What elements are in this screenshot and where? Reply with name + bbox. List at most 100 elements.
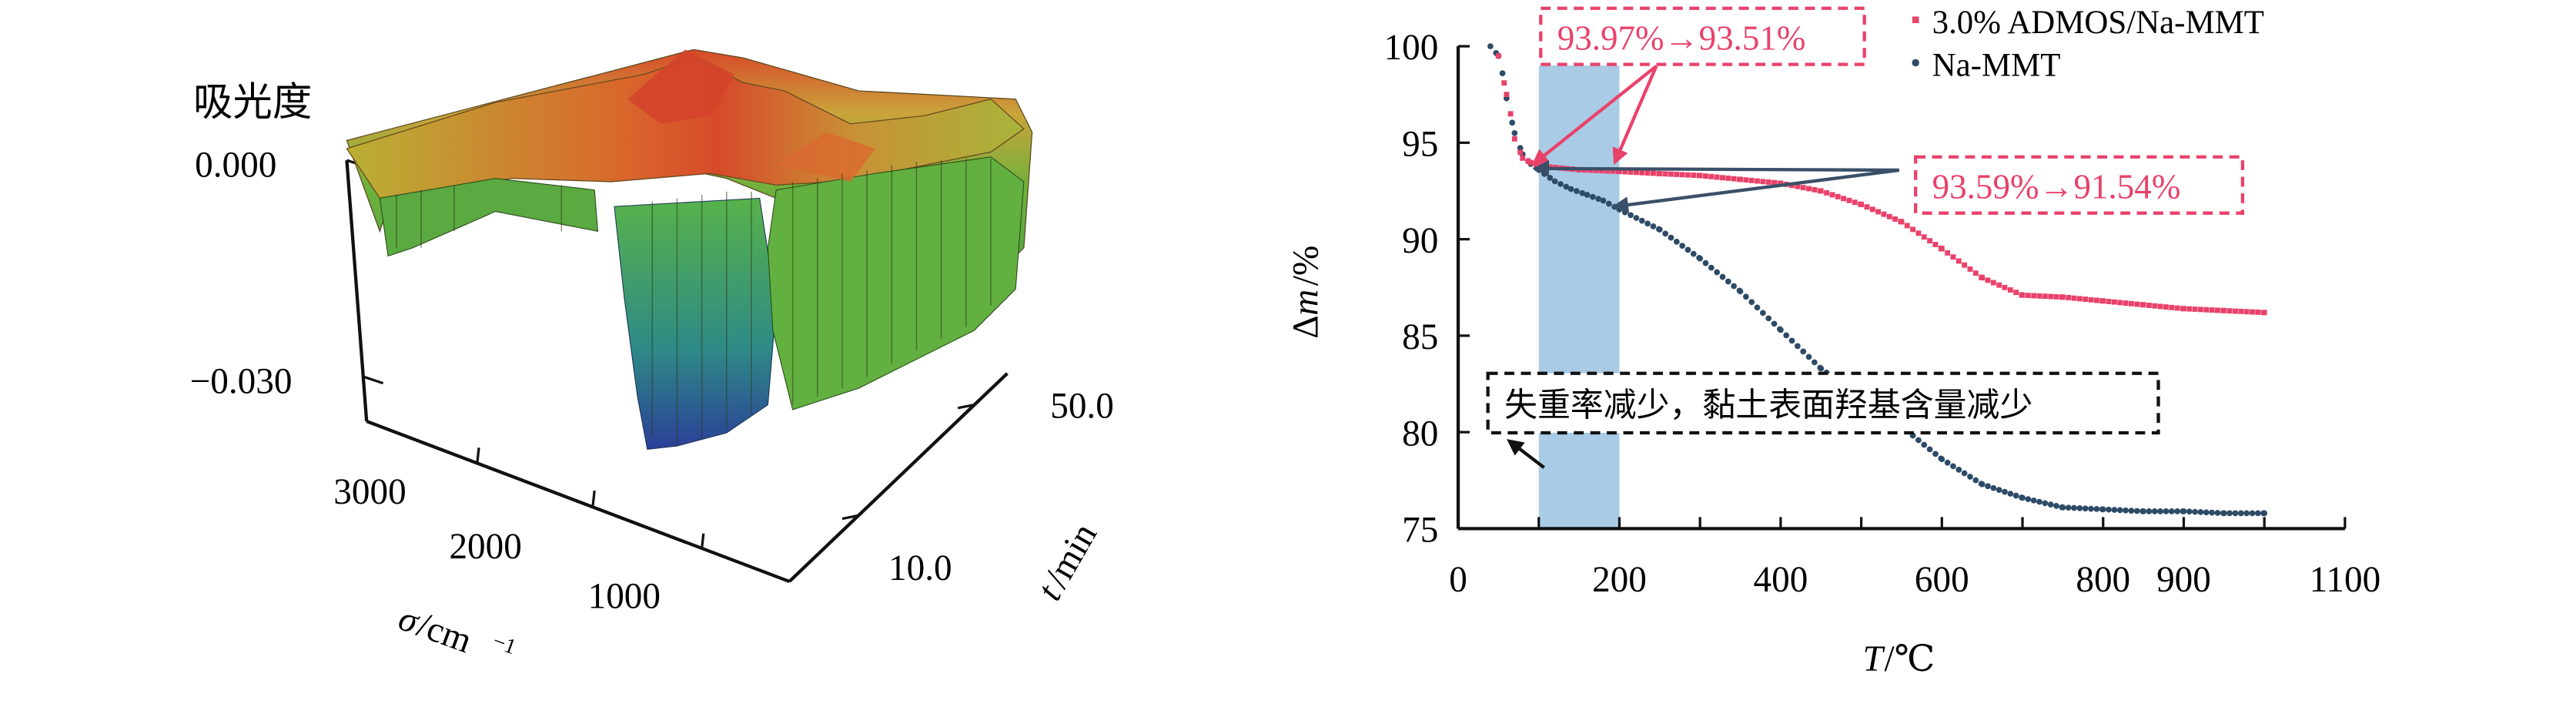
data-point-admos <box>1858 202 1865 207</box>
x-tick-label: 1000 <box>588 576 661 616</box>
data-point-na-mmt <box>1605 200 1612 207</box>
data-point-na-mmt <box>1541 170 1547 177</box>
data-point-admos <box>2233 308 2238 314</box>
data-point-admos <box>1668 171 1674 177</box>
data-point-admos <box>2250 309 2255 315</box>
data-point-na-mmt <box>2249 510 2256 517</box>
y-axis-title: Δ m /% <box>1286 246 1326 339</box>
legend: 3.0% ADMOS/Na-MMT Na-MMT <box>1912 5 2264 84</box>
data-point-na-mmt <box>1795 343 1801 350</box>
data-point-na-mmt <box>2030 497 2037 504</box>
data-point-na-mmt <box>2220 510 2227 517</box>
data-point-admos <box>2243 309 2250 315</box>
data-point-admos <box>1527 159 1534 166</box>
data-point-na-mmt <box>1915 437 1922 444</box>
data-point-admos <box>1765 179 1771 185</box>
data-point-admos <box>2053 293 2059 300</box>
data-point-admos <box>1990 280 1996 286</box>
data-point-na-mmt <box>2012 492 2019 499</box>
x-axis <box>366 419 791 584</box>
data-point-na-mmt <box>1600 197 1607 204</box>
data-point-admos <box>1598 168 1604 174</box>
data-point-na-mmt <box>1805 354 1812 360</box>
data-point-na-mmt <box>1972 477 1979 484</box>
data-point-admos <box>1886 213 1892 219</box>
data-point-na-mmt <box>1487 43 1494 49</box>
data-point-admos <box>2215 307 2220 313</box>
data-point-admos <box>1979 275 1986 281</box>
x-tick-label: 200 <box>1592 560 1647 600</box>
y-tick <box>841 514 859 521</box>
data-point-admos <box>1945 250 1951 256</box>
data-point-admos <box>2221 307 2227 313</box>
y-axis-title-delta: Δ <box>1286 315 1326 338</box>
legend-marker-mmt <box>1912 59 1919 67</box>
data-point-admos <box>1915 230 1922 236</box>
data-point-na-mmt <box>2133 508 2140 514</box>
data-point-na-mmt <box>1967 474 1973 480</box>
data-point-admos <box>1657 170 1663 176</box>
data-point-na-mmt <box>1563 183 1570 190</box>
data-point-admos <box>1738 176 1743 183</box>
data-point-na-mmt <box>2065 504 2072 511</box>
data-point-admos <box>2019 292 2026 298</box>
data-point-admos <box>1610 168 1616 174</box>
data-point-admos <box>1697 173 1703 179</box>
data-point-na-mmt <box>1656 226 1663 233</box>
data-point-na-mmt <box>2106 506 2112 513</box>
data-point-na-mmt <box>1590 193 1596 200</box>
data-point-na-mmt <box>2203 509 2210 516</box>
data-point-admos <box>1899 219 1905 225</box>
right-panel-tga: 75 80 85 90 95 100 0 200 400 600 800 900 1100 Δ m /… <box>1286 5 2381 679</box>
y-tick <box>957 403 975 410</box>
x-ticks: 0 200 400 600 800 900 1100 <box>1449 517 2380 600</box>
data-point-admos <box>1812 186 1818 193</box>
data-point-admos <box>1967 266 1973 272</box>
data-point-na-mmt <box>1944 459 1951 466</box>
data-point-admos <box>1679 172 1685 178</box>
data-point-na-mmt <box>2082 505 2089 512</box>
data-point-na-mmt <box>2099 506 2106 513</box>
data-point-admos <box>2025 293 2031 299</box>
surface-peak <box>776 132 875 182</box>
data-point-na-mmt <box>2151 508 2158 514</box>
data-point-na-mmt <box>2186 508 2193 515</box>
data-point-na-mmt <box>2093 506 2100 512</box>
data-point-admos <box>1760 179 1766 185</box>
data-point-na-mmt <box>1690 250 1697 257</box>
x-tick-label: 800 <box>2076 560 2130 600</box>
data-point-admos <box>1962 262 1968 268</box>
data-point-na-mmt <box>1595 196 1602 203</box>
data-point-na-mmt <box>1979 481 1986 488</box>
data-point-admos <box>1748 177 1755 183</box>
data-point-na-mmt <box>1697 255 1704 262</box>
data-point-na-mmt <box>1702 260 1709 266</box>
x-tick-label: 2000 <box>449 527 521 567</box>
data-point-admos <box>2181 306 2186 312</box>
legend-label-mmt: Na-MMT <box>1932 48 2061 84</box>
data-point-na-mmt <box>2002 488 2008 495</box>
data-point-na-mmt <box>2053 502 2059 509</box>
x-tick-label: 400 <box>1754 560 1808 600</box>
data-point-admos <box>1511 136 1517 142</box>
data-point-na-mmt <box>1517 145 1524 151</box>
data-point-na-mmt <box>1788 337 1795 344</box>
data-point-na-mmt <box>2232 510 2239 517</box>
data-point-na-mmt <box>2197 509 2204 515</box>
surface-streaks <box>396 158 992 447</box>
data-point-na-mmt <box>1719 273 1726 280</box>
data-point-na-mmt <box>1748 299 1755 306</box>
data-point-admos <box>2036 293 2042 299</box>
data-point-na-mmt <box>2226 510 2233 517</box>
data-point-na-mmt <box>1759 310 1766 317</box>
data-point-admos <box>2163 304 2169 310</box>
data-point-admos <box>1708 173 1715 179</box>
data-point-admos <box>1778 180 1784 186</box>
data-point-na-mmt <box>1812 359 1818 366</box>
data-point-admos <box>1662 171 1668 177</box>
data-point-admos <box>1634 169 1639 176</box>
data-point-na-mmt <box>1511 129 1518 136</box>
data-point-admos <box>1972 270 1979 276</box>
data-point-na-mmt <box>2192 508 2198 515</box>
data-point-admos <box>1921 234 1927 240</box>
